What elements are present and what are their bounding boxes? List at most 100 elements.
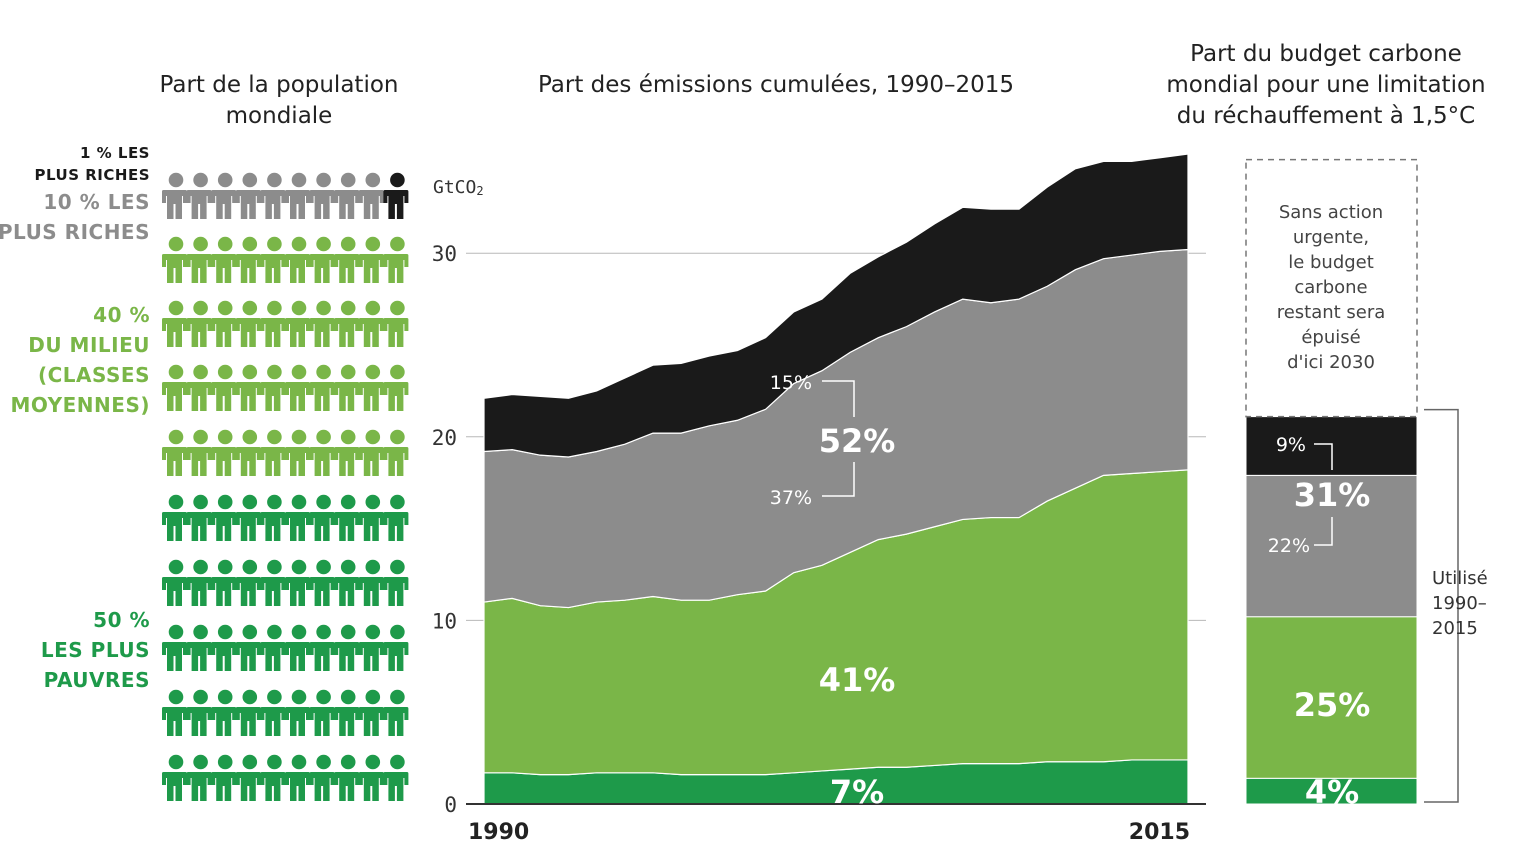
person-icon-middle40: [260, 300, 286, 347]
remaining-note-line-5: restant sera: [1277, 302, 1386, 323]
budget-label-rich10-total: 31%: [1294, 476, 1371, 514]
group-label-middle40-line-4: MOYENNES): [10, 393, 150, 417]
person-icon-middle40: [358, 300, 384, 347]
used-label-line-1: Utilisé: [1432, 568, 1488, 589]
budget-segment-top10: [1245, 474, 1418, 618]
person-icon-bottom50: [285, 559, 310, 606]
person-icon-bottom50: [235, 494, 261, 541]
person-icon-middle40: [235, 429, 261, 476]
person-icon-bottom50: [285, 624, 310, 671]
group-label-bottom50-line-2: LES PLUS: [41, 638, 150, 662]
population-group-labels: 1 % LES PLUS RICHES 10 % LES PLUS RICHES…: [0, 144, 150, 692]
person-icon-middle40: [186, 429, 212, 476]
person-icon-middle40: [309, 236, 335, 283]
x-tick-label: 2015: [1129, 820, 1190, 845]
group-label-top10-line-2: PLUS RICHES: [0, 220, 150, 244]
used-label-line-2: 1990–: [1432, 593, 1487, 614]
person-icon-bottom50: [383, 689, 409, 736]
person-icon-bottom50: [309, 494, 335, 541]
person-icon-middle40: [162, 429, 187, 476]
group-label-middle40-line-3: (CLASSES: [38, 363, 150, 387]
person-icon-bottom50: [162, 559, 187, 606]
person-icon-middle40: [186, 300, 212, 347]
person-icon-bottom50: [235, 559, 261, 606]
person-icon-top10: [211, 172, 237, 219]
person-icon-bottom50: [358, 494, 384, 541]
label-middle40-share: 41%: [819, 661, 896, 699]
label-top1-share: 15%: [770, 372, 812, 394]
person-icon-middle40: [211, 300, 237, 347]
person-icon-middle40: [235, 364, 261, 411]
group-label-middle40: 40 % DU MILIEU (CLASSES MOYENNES): [10, 303, 150, 417]
remaining-note-line-1: Sans action: [1279, 202, 1383, 223]
person-icon-bottom50: [211, 754, 237, 801]
person-icon-middle40: [285, 300, 310, 347]
person-icon-middle40: [162, 364, 187, 411]
person-icon-bottom50: [186, 559, 212, 606]
label-rich10-total-share: 52%: [819, 422, 896, 460]
person-icon-bottom50: [211, 494, 237, 541]
person-icon-bottom50: [309, 754, 335, 801]
person-icon-bottom50: [334, 494, 360, 541]
emissions-title: Part des émissions cumulées, 1990–2015: [538, 72, 1014, 98]
person-icon-bottom50: [235, 624, 261, 671]
bracket-top: [822, 380, 855, 417]
group-label-bottom50: 50 % LES PLUS PAUVRES: [41, 608, 150, 692]
remaining-note-line-4: carbone: [1294, 277, 1367, 298]
person-icon-bottom50: [260, 689, 286, 736]
person-icon-middle40: [211, 429, 237, 476]
person-icon-bottom50: [162, 494, 187, 541]
person-icon-bottom50: [383, 754, 409, 801]
used-bracket: [1424, 408, 1459, 803]
person-icon-bottom50: [260, 559, 286, 606]
budget-title-line-3: du réchauffement à 1,5°C: [1177, 103, 1475, 129]
person-icon-top10: [186, 172, 212, 219]
emissions-area-chart: 0 10 20 30 1990 2015 GtCO2 15% 52% 37% 41% 7%: [432, 153, 1206, 845]
used-label-line-3: 2015: [1432, 618, 1478, 639]
person-icon-bottom50: [186, 494, 212, 541]
person-icon-middle40: [162, 300, 187, 347]
person-icon-bottom50: [235, 689, 261, 736]
budget-bracket-bottom: [1314, 517, 1333, 546]
person-icon-middle40: [383, 236, 409, 283]
person-icon-bottom50: [383, 559, 409, 606]
person-icon-middle40: [383, 429, 409, 476]
person-icon-bottom50: [383, 624, 409, 671]
emissions-annotations: 15% 52% 37% 41% 7%: [770, 372, 896, 811]
budget-segments: [1245, 416, 1418, 805]
budget-label-bottom50: 4%: [1305, 773, 1359, 811]
person-icon-bottom50: [383, 494, 409, 541]
population-icon-grid: [162, 172, 409, 801]
person-icon-bottom50: [186, 624, 212, 671]
person-icon-bottom50: [358, 689, 384, 736]
budget-remaining-box: [1245, 158, 1418, 418]
group-label-top1-line-1: 1 % LES: [80, 144, 150, 162]
person-icon-bottom50: [235, 754, 261, 801]
budget-label-top1: 9%: [1276, 434, 1306, 456]
person-icon-bottom50: [285, 754, 310, 801]
person-icon-bottom50: [334, 754, 360, 801]
group-label-middle40-line-1: 40 %: [93, 303, 150, 327]
group-label-top10-line-1: 10 % LES: [43, 190, 150, 214]
person-icon-bottom50: [334, 559, 360, 606]
person-icon-top1: [383, 172, 409, 219]
person-icon-bottom50: [285, 494, 310, 541]
person-icon-bottom50: [162, 689, 187, 736]
emissions-axes: 0 10 20 30 1990 2015: [432, 242, 1206, 845]
person-icon-middle40: [162, 236, 187, 283]
budget-segment-bottom50: [1245, 777, 1418, 805]
person-icon-middle40: [211, 364, 237, 411]
person-icon-bottom50: [309, 559, 335, 606]
person-icon-bottom50: [309, 624, 335, 671]
person-icon-bottom50: [358, 624, 384, 671]
group-label-top10: 10 % LES PLUS RICHES: [0, 190, 150, 244]
group-label-bottom50-line-3: PAUVRES: [44, 668, 150, 692]
person-icon-middle40: [358, 364, 384, 411]
person-icon-middle40: [334, 236, 360, 283]
used-label: Utilisé 1990– 2015: [1432, 568, 1488, 639]
person-icon-bottom50: [260, 624, 286, 671]
person-icon-top10: [309, 172, 335, 219]
population-title: Part de la population mondiale: [160, 72, 399, 129]
person-icon-bottom50: [162, 754, 187, 801]
person-icon-middle40: [334, 429, 360, 476]
